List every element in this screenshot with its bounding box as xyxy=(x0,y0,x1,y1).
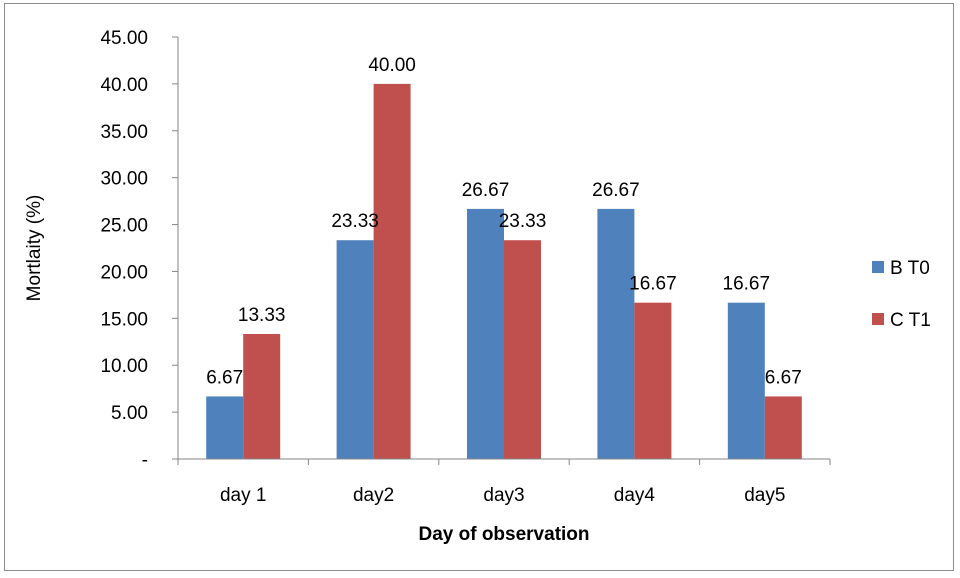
bar xyxy=(336,240,374,459)
y-tick-label: 15.00 xyxy=(100,309,148,330)
y-tick-label: 10.00 xyxy=(100,356,148,377)
x-tick-label: day2 xyxy=(353,485,394,506)
data-label: 6.67 xyxy=(206,367,243,388)
legend: B T0 C T1 xyxy=(872,258,931,331)
legend-label: C T1 xyxy=(890,310,931,331)
bar xyxy=(727,302,765,459)
bar xyxy=(206,396,244,459)
legend-swatch xyxy=(872,261,884,273)
x-axis-title: Day of observation xyxy=(418,524,589,545)
data-label: 16.67 xyxy=(629,274,677,295)
bar xyxy=(504,240,541,459)
bar xyxy=(467,208,504,459)
x-tick-label: day3 xyxy=(483,485,524,506)
y-axis-title: Mortlaity (%) xyxy=(24,195,45,302)
legend-swatch xyxy=(872,313,884,325)
data-label: 16.67 xyxy=(723,274,771,295)
data-label: 13.33 xyxy=(238,305,286,326)
legend-label: B T0 xyxy=(890,258,930,279)
y-tick-label: 5.00 xyxy=(111,403,148,424)
y-tick-label: 40.00 xyxy=(100,75,148,96)
y-tick-label: 30.00 xyxy=(100,169,148,190)
bar xyxy=(634,302,672,459)
data-label: 23.33 xyxy=(331,211,379,232)
bar xyxy=(373,83,411,459)
x-tick-label: day5 xyxy=(744,485,785,506)
x-axis-ticks xyxy=(177,459,831,465)
y-tick-label: 35.00 xyxy=(100,122,148,143)
bar xyxy=(597,208,635,459)
y-tick-label: 25.00 xyxy=(100,216,148,237)
x-axis-labels: day 1 day2 day3 day4 day5 xyxy=(220,485,785,506)
bar xyxy=(764,396,802,459)
data-label: 26.67 xyxy=(462,180,510,201)
data-labels: 6.67 23.33 26.67 26.67 16.67 13.33 40.00 23.33 1… xyxy=(206,55,802,389)
y-tick-label: 45.00 xyxy=(100,28,148,49)
y-tick-label: 20.00 xyxy=(100,262,148,283)
y-tick-label: - xyxy=(142,450,148,471)
y-axis-ticks: - 5.00 10.00 15.00 20.00 25.00 30.00 35.00 40.00… xyxy=(100,28,178,471)
data-label: 40.00 xyxy=(368,55,416,76)
x-tick-label: day4 xyxy=(614,485,656,506)
bars xyxy=(206,83,802,459)
data-label: 23.33 xyxy=(499,211,547,232)
data-label: 6.67 xyxy=(765,367,802,388)
data-label: 26.67 xyxy=(592,180,640,201)
bar xyxy=(243,333,281,459)
x-tick-label: day 1 xyxy=(220,485,266,506)
